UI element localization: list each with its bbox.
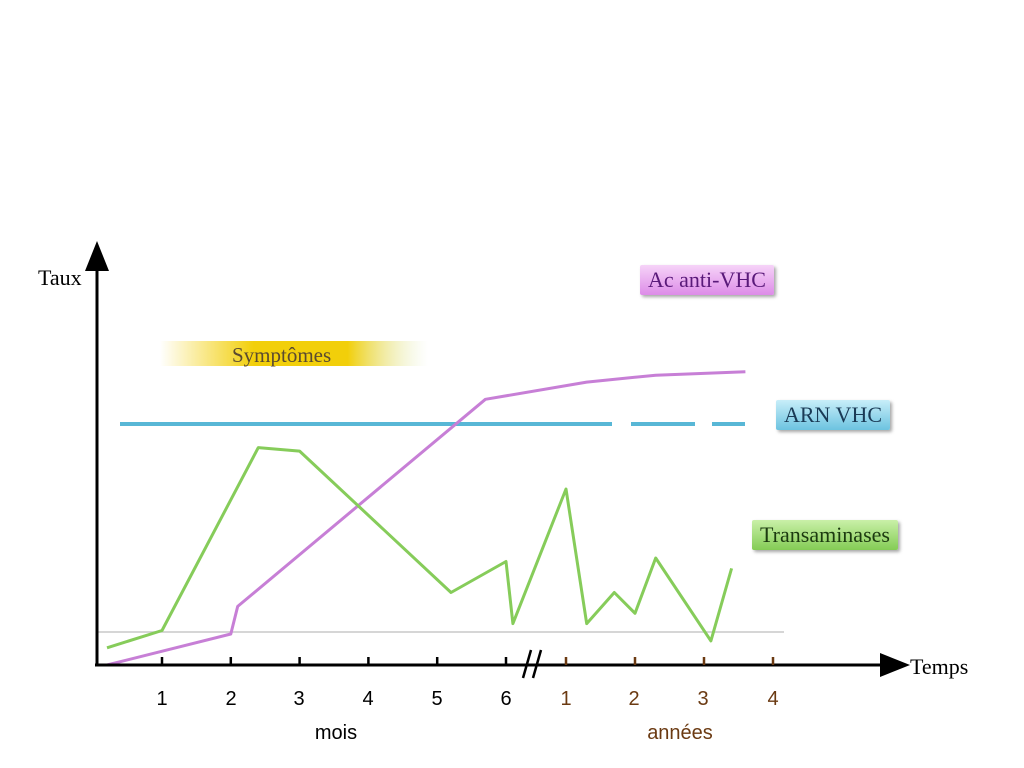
transaminases-line <box>106 446 734 650</box>
year-tick-label: 3 <box>697 688 709 710</box>
month-tick-label: 4 <box>362 688 374 710</box>
year-tick-label: 1 <box>560 688 572 710</box>
antibody-label-box: Ac anti-VHC <box>640 265 774 295</box>
month-tick-label: 3 <box>293 688 305 710</box>
month-tick-label: 6 <box>500 688 512 710</box>
months-unit-label: mois <box>314 722 358 744</box>
month-tick-label: 5 <box>431 688 443 710</box>
years-unit-label: années <box>647 722 713 744</box>
x-axis-label: Temps <box>910 654 969 679</box>
axis-break-mark-1 <box>521 649 533 679</box>
month-tick-label: 2 <box>225 688 237 710</box>
symptoms-band <box>160 341 428 366</box>
year-tick-label: 2 <box>628 688 640 710</box>
transaminases-label-box: Transaminases <box>752 520 898 550</box>
axis-break-mark-2 <box>531 649 543 679</box>
rna-label-box: ARN VHC <box>776 400 891 430</box>
month-tick-label: 1 <box>156 688 168 710</box>
antibody-line <box>106 370 746 667</box>
y-axis-label: Taux <box>38 265 82 290</box>
year-tick-label: 4 <box>767 688 779 710</box>
symptoms-label: Symptômes <box>232 343 332 367</box>
